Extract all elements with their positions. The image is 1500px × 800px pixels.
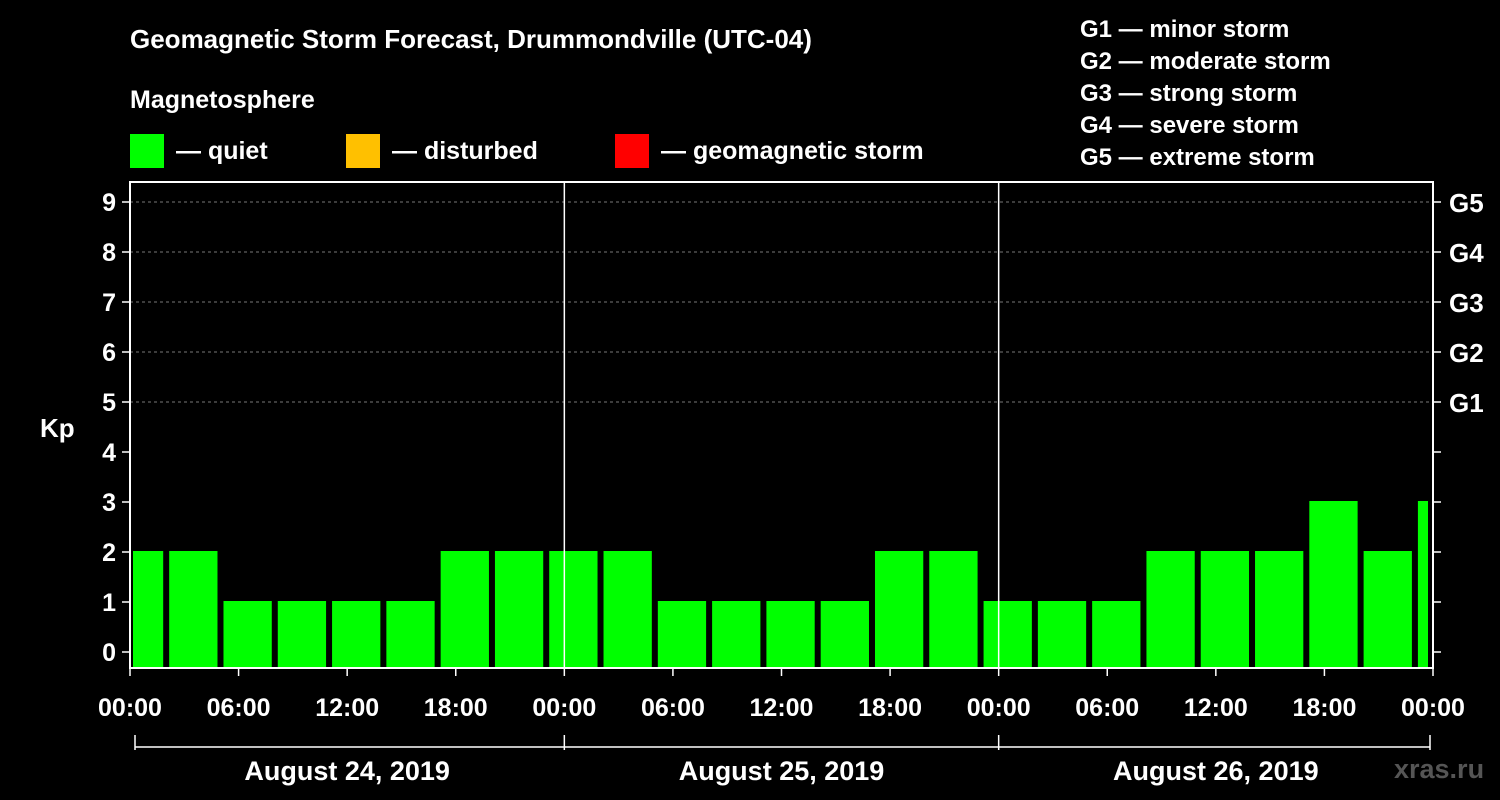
grid-lines xyxy=(130,201,1433,403)
x-tick-label-8: 00:00 xyxy=(967,694,1031,722)
y-tick-label-0: 0 xyxy=(102,639,116,667)
storm-level-list: G1 — minor storm G2 — moderate storm G3 … xyxy=(1080,14,1331,174)
day-label-0: August 24, 2019 xyxy=(244,756,450,786)
chart-title: Geomagnetic Storm Forecast, Drummondvill… xyxy=(130,24,812,54)
kp-bar-8 xyxy=(549,551,598,668)
y-tick-label-3: 3 xyxy=(102,489,116,517)
legend-item-storm: — geomagnetic storm xyxy=(615,134,924,168)
x-tick-label-6: 12:00 xyxy=(750,694,814,722)
y-tick-label-6: 6 xyxy=(102,339,116,367)
storm-level-g3: G3 — strong storm xyxy=(1080,80,1298,107)
legend-subtitle: Magnetosphere xyxy=(130,86,315,114)
y-tick-label-5: 5 xyxy=(102,389,116,417)
x-tick-label-7: 18:00 xyxy=(858,694,922,722)
kp-bar-5 xyxy=(386,601,435,668)
legend-label-storm: — geomagnetic storm xyxy=(661,136,924,165)
x-tick-label-0: 00:00 xyxy=(98,694,162,722)
kp-bar-14 xyxy=(874,551,924,668)
y-tick-label-2: 2 xyxy=(102,539,116,567)
storm-level-g5: G5 — extreme storm xyxy=(1080,144,1315,171)
kp-bar-17 xyxy=(1037,601,1087,668)
day-label-1: August 25, 2019 xyxy=(679,756,885,786)
y-axis-label: Kp xyxy=(40,413,75,443)
storm-level-g1: G1 — minor storm xyxy=(1080,16,1290,43)
right-label-g3: G3 xyxy=(1449,288,1484,318)
legend-swatch-disturbed xyxy=(346,134,380,168)
kp-bar-4 xyxy=(332,601,381,668)
kp-bar-7 xyxy=(494,551,544,668)
right-label-g1: G1 xyxy=(1449,388,1484,418)
kp-bar-22 xyxy=(1309,501,1358,668)
kp-bar-3 xyxy=(277,601,327,668)
kp-bar-10 xyxy=(657,601,707,668)
kp-bar-19 xyxy=(1146,551,1195,668)
x-tick-label-11: 18:00 xyxy=(1292,694,1356,722)
legend-item-disturbed: — disturbed xyxy=(346,134,538,168)
kp-bar-18 xyxy=(1092,601,1141,668)
kp-bar-11 xyxy=(712,601,761,668)
kp-bar-23 xyxy=(1363,551,1412,668)
right-label-g2: G2 xyxy=(1449,338,1484,368)
x-tick-label-9: 06:00 xyxy=(1075,694,1139,722)
kp-bar-13 xyxy=(820,601,869,668)
kp-bar-20 xyxy=(1200,551,1250,668)
storm-level-g2: G2 — moderate storm xyxy=(1080,48,1331,75)
axes: 0 1 2 3 4 5 6 7 8 9 G1 G2 G3 G4 G5 00:00 06:00 12:00 18:00… xyxy=(98,181,1484,786)
legend-swatch-quiet xyxy=(130,134,164,168)
legend-label-quiet: — quiet xyxy=(176,136,268,165)
legend-item-quiet: — quiet xyxy=(130,134,268,168)
legend-label-disturbed: — disturbed xyxy=(392,136,538,165)
right-label-g4: G4 xyxy=(1449,238,1484,268)
x-tick-label-4: 00:00 xyxy=(532,694,596,722)
kp-bar-2 xyxy=(223,601,272,668)
y-tick-label-1: 1 xyxy=(102,589,116,617)
x-tick-label-10: 12:00 xyxy=(1184,694,1248,722)
y-tick-label-8: 8 xyxy=(102,239,116,267)
x-tick-label-1: 06:00 xyxy=(207,694,271,722)
kp-bar-16 xyxy=(983,601,1032,668)
kp-bars xyxy=(133,501,1428,668)
kp-bar-6 xyxy=(440,551,489,668)
right-label-g5: G5 xyxy=(1449,188,1484,218)
y-tick-label-4: 4 xyxy=(102,439,116,467)
x-tick-label-12: 00:00 xyxy=(1401,694,1465,722)
kp-bar-1 xyxy=(169,551,218,668)
legend-swatch-storm xyxy=(615,134,649,168)
day-label-2: August 26, 2019 xyxy=(1113,756,1319,786)
watermark: xras.ru xyxy=(1394,754,1485,784)
kp-bar-21 xyxy=(1255,551,1304,668)
kp-bar-24 xyxy=(1417,501,1428,668)
kp-bar-15 xyxy=(929,551,978,668)
kp-bar-9 xyxy=(603,551,652,668)
kp-bar-12 xyxy=(766,601,815,668)
kp-bar-0 xyxy=(133,551,164,668)
x-tick-label-2: 12:00 xyxy=(315,694,379,722)
y-tick-label-9: 9 xyxy=(102,189,116,217)
y-tick-label-7: 7 xyxy=(102,289,116,317)
x-tick-label-3: 18:00 xyxy=(424,694,488,722)
x-tick-label-5: 06:00 xyxy=(641,694,705,722)
storm-level-g4: G4 — severe storm xyxy=(1080,112,1299,139)
